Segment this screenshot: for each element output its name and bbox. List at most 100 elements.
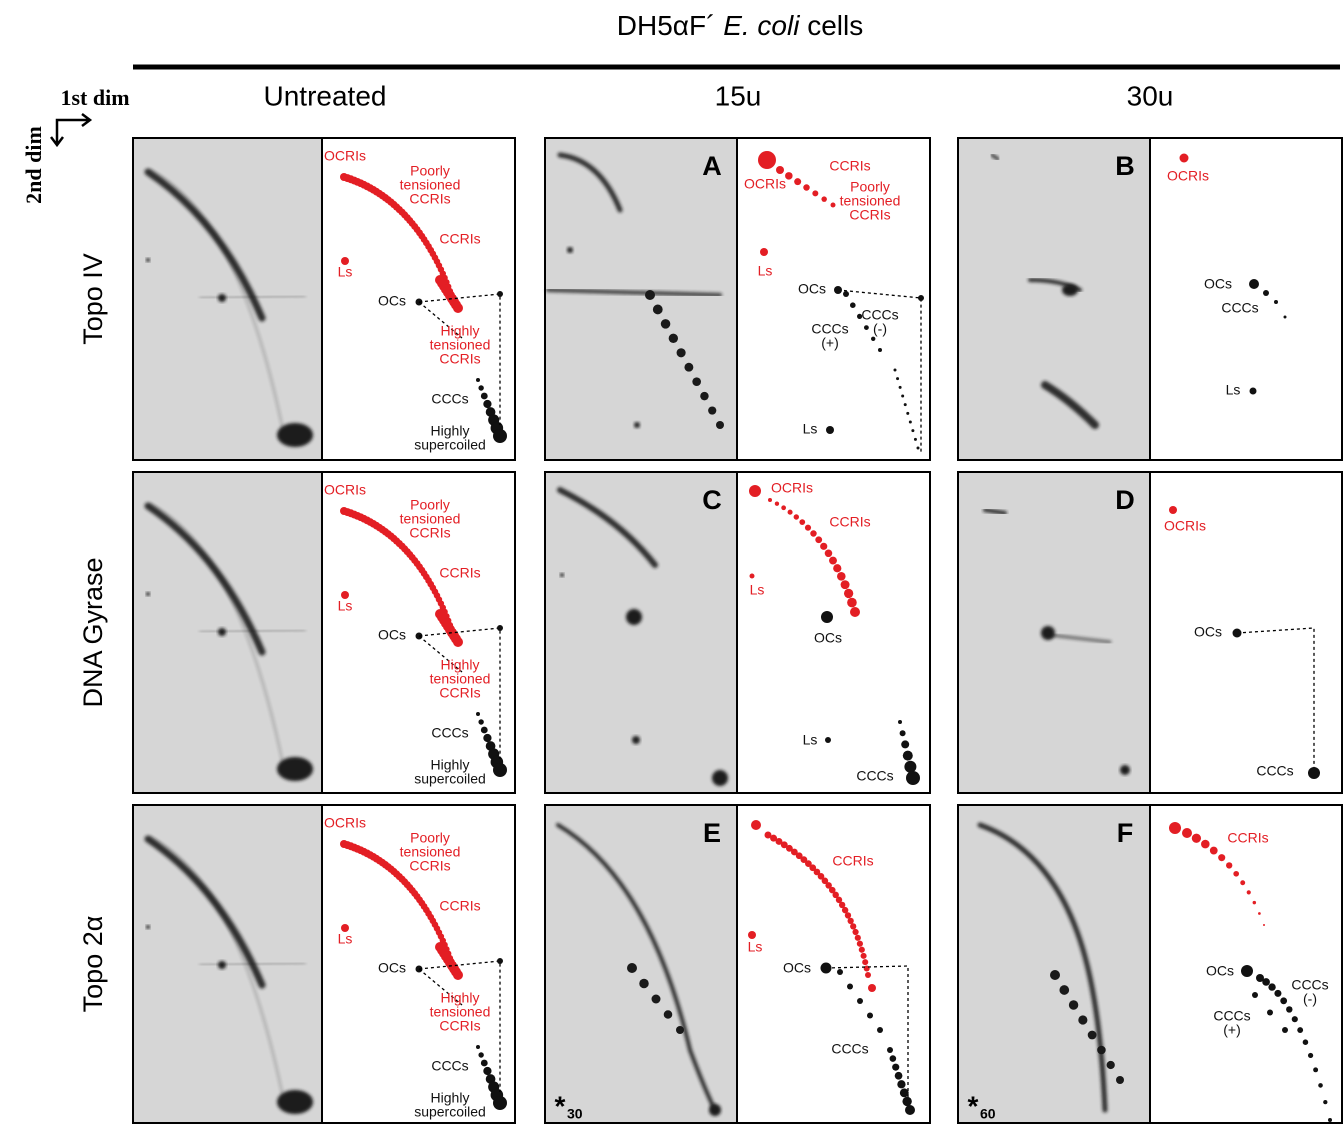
- band-label: CCRIs: [439, 898, 480, 914]
- dot: [341, 591, 349, 599]
- dot: [847, 917, 854, 925]
- dot: [764, 831, 772, 839]
- dot: [1323, 1099, 1328, 1105]
- dot: [476, 712, 480, 716]
- dot: [493, 429, 507, 443]
- dot: [785, 172, 793, 180]
- band-label: OCs: [378, 293, 406, 309]
- dot: [1280, 997, 1288, 1005]
- dot: [684, 362, 694, 372]
- dot: [1218, 854, 1226, 862]
- band-label: supercoiled: [414, 1104, 486, 1120]
- dot: [903, 403, 907, 407]
- band-label: Ls: [338, 598, 353, 614]
- dot: [749, 485, 761, 497]
- band-label: CCCs: [811, 321, 848, 337]
- dot: [645, 290, 655, 300]
- dot: [905, 1105, 915, 1115]
- dot: [877, 1027, 883, 1033]
- dot: [821, 196, 827, 202]
- diagram: [340, 840, 507, 1110]
- gel-spot: [560, 573, 564, 577]
- dot: [847, 983, 853, 990]
- diagram: [340, 173, 507, 443]
- band-label: tensioned: [430, 671, 491, 687]
- band-label: OCs: [1194, 624, 1222, 640]
- gel-spot: [277, 757, 313, 781]
- dot: [840, 580, 850, 590]
- exposure-time: 30: [567, 1106, 583, 1122]
- dot: [800, 856, 808, 864]
- dot: [1240, 880, 1246, 886]
- dot: [901, 394, 905, 398]
- dot: [478, 719, 484, 725]
- band-label: CCCs: [431, 1058, 468, 1074]
- band-label: tensioned: [400, 844, 461, 860]
- panel: CCRIs Ls OCs CCCs E * 30: [544, 804, 931, 1124]
- dot: [902, 750, 913, 761]
- dot: [1241, 965, 1253, 977]
- band-label: OCRIs: [1164, 518, 1206, 534]
- band-label: Poorly: [410, 830, 450, 846]
- band-label: Ls: [338, 931, 353, 947]
- dot: [627, 963, 637, 973]
- gel-spot: [712, 770, 728, 786]
- panel: OCRIsPoorlytensionedCCRIsCCRIsLsOCsHighl…: [132, 471, 516, 794]
- dot: [899, 1088, 909, 1098]
- dot: [774, 501, 780, 506]
- dot: [716, 421, 724, 429]
- band-label: tensioned: [400, 177, 461, 193]
- dot: [1050, 970, 1060, 980]
- gel-signal: [557, 152, 623, 213]
- dot: [820, 542, 828, 550]
- dot: [1268, 983, 1276, 991]
- dot: [901, 740, 910, 749]
- dot: [1286, 1006, 1293, 1013]
- dot: [341, 924, 349, 932]
- gel-image: [557, 487, 728, 786]
- dot: [896, 377, 900, 381]
- dot: [805, 860, 812, 867]
- dot: [1318, 1083, 1323, 1088]
- band-label: tensioned: [430, 1004, 491, 1020]
- dot: [1263, 290, 1269, 296]
- dot: [1182, 828, 1192, 838]
- dot: [1307, 1052, 1314, 1059]
- row-label: DNA Gyrase: [78, 557, 108, 707]
- dot: [803, 184, 810, 191]
- band-label: Ls: [748, 939, 763, 955]
- dot: [1274, 989, 1282, 997]
- dot: [911, 429, 915, 433]
- dot: [904, 760, 917, 773]
- dot: [770, 834, 778, 842]
- dot: [1169, 506, 1177, 514]
- dot: [843, 588, 854, 599]
- dot: [857, 313, 863, 319]
- gel-background: [958, 805, 1150, 1123]
- dot: [483, 733, 492, 743]
- dot: [485, 741, 496, 751]
- dot: [660, 319, 671, 329]
- gel-spot: [1120, 765, 1130, 775]
- dot: [780, 841, 788, 849]
- dot: [804, 524, 812, 531]
- dot: [651, 994, 661, 1004]
- gel-image: [977, 822, 1124, 1113]
- dot: [817, 873, 825, 880]
- band-label: Ls: [758, 263, 773, 279]
- dot: [908, 420, 912, 424]
- band-label: OCs: [1206, 963, 1234, 979]
- diagram: [748, 820, 915, 1115]
- gel-image: [556, 823, 721, 1116]
- panel-letter: C: [702, 485, 722, 515]
- dot: [889, 1055, 897, 1062]
- diagram: [749, 485, 920, 785]
- panel: OCRIs OCs CCCs Ls B: [957, 137, 1343, 461]
- gel-image: [144, 168, 313, 447]
- dot: [483, 399, 492, 409]
- column-header: Untreated: [264, 80, 387, 111]
- dot: [1201, 839, 1210, 849]
- band-label: CCCs: [431, 391, 468, 407]
- first-dim-label: 1st dim: [60, 85, 129, 110]
